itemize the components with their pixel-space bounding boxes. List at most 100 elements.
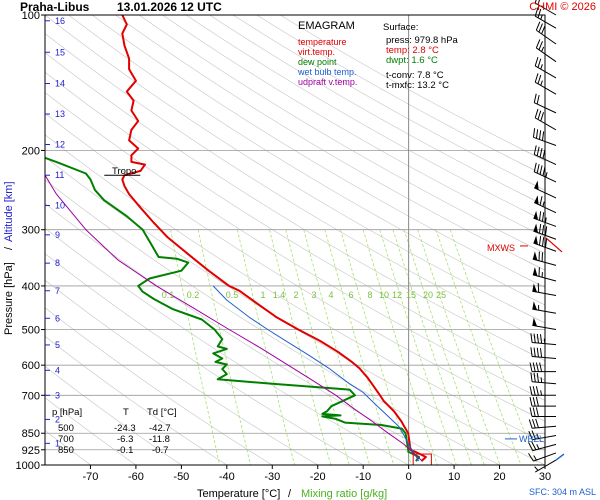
- altitude-tick-label: 6: [55, 313, 60, 323]
- temperature-tick-label: 0: [406, 471, 412, 483]
- wind-barb-feather: [534, 73, 539, 83]
- wind-barb-pennant: [532, 251, 538, 261]
- wind-barb: [532, 283, 557, 296]
- temperature-tick-label: -20: [310, 471, 326, 483]
- wind-barb-feather: [536, 164, 540, 174]
- mixing-ratio-line: [379, 229, 457, 465]
- wind-barb: [534, 57, 557, 79]
- wind-barb-feather: [536, 94, 540, 105]
- mixing-ratio-line: [197, 229, 251, 465]
- wind-barb-feather: [532, 386, 536, 396]
- legend-temperature: temperature: [298, 37, 347, 47]
- mxws-label: MXWS: [487, 243, 515, 253]
- wind-barb-feather: [541, 225, 545, 235]
- wind-barb-half-feather: [545, 172, 548, 178]
- mixing-ratio-line: [269, 229, 332, 465]
- mixing-ratio-label: 10: [379, 290, 389, 300]
- wind-barb-feather: [536, 347, 539, 358]
- legend-updraft: udpraft v.temp.: [298, 77, 357, 87]
- table-header-td: Td [°C]: [147, 407, 177, 418]
- pressure-tick-label: 400: [22, 281, 40, 293]
- wind-barb-feather: [534, 0, 537, 4]
- dry-adiabat-line: [45, 71, 545, 381]
- dry-adiabat-line: [45, 134, 545, 444]
- wind-barb-feather: [537, 8, 542, 18]
- wind-barb: [532, 251, 557, 266]
- legend-wet-bulb: wet bulb temp.: [297, 67, 357, 77]
- table-cell: -0.7: [152, 445, 168, 456]
- wind-barb-half-feather: [541, 46, 545, 52]
- station-title: Praha-Libus: [20, 0, 90, 14]
- dry-adiabat-line: [280, 15, 545, 162]
- wind-barb-staff: [532, 381, 557, 385]
- wind-barb-feather: [535, 397, 539, 407]
- wind-barb-feather: [528, 453, 534, 462]
- wind-barb-half-feather: [540, 14, 543, 20]
- mixing-ratio-label: 8: [367, 290, 372, 300]
- wind-barb-staff: [532, 443, 557, 452]
- wind-barb-feather: [537, 0, 540, 5]
- wind-barb: [529, 386, 556, 396]
- mixing-ratio-line: [237, 229, 295, 465]
- pressure-tick-label: 100: [22, 10, 40, 22]
- wind-barb-feather: [539, 196, 543, 206]
- table-cell: -11.8: [149, 434, 170, 445]
- temperature-tick-label: -10: [355, 471, 371, 483]
- wind-barb-feather: [534, 7, 539, 17]
- wind-barb-feather: [534, 108, 539, 119]
- wind-barb: [530, 333, 557, 346]
- y-axis-label-separator: /: [3, 246, 15, 250]
- wind-barb-feather: [532, 407, 536, 417]
- wind-barb-feather: [541, 212, 545, 222]
- series-line-temperature: [121, 15, 427, 462]
- wind-barb-feather: [532, 419, 536, 429]
- pressure-tick-label: 200: [22, 145, 40, 157]
- grid-layer: [45, 15, 545, 465]
- wind-barb-pennant: [533, 223, 538, 233]
- wind-barb-feather: [536, 146, 540, 156]
- wind-barb-staff: [534, 65, 557, 79]
- series-layer: [45, 15, 432, 465]
- wind-barb-feather: [538, 23, 543, 33]
- pressure-tick-label: 850: [22, 428, 40, 440]
- wind-barb: [534, 108, 557, 131]
- wind-barb-staff: [534, 81, 557, 95]
- wind-barb-staff: [534, 117, 557, 131]
- dry-adiabat-line: [45, 112, 545, 422]
- wind-barb-feather: [535, 39, 541, 49]
- altitude-tick-label: 8: [55, 258, 60, 268]
- wind-barb-feather: [536, 373, 539, 383]
- wind-barb: [530, 347, 557, 360]
- wind-barb-staff: [533, 452, 557, 462]
- dry-adiabat-line: [45, 279, 318, 465]
- wind-barb-half-feather: [540, 377, 543, 383]
- wind-barb-half-feather: [542, 201, 545, 207]
- table-cell: -0.1: [117, 445, 133, 456]
- wind-barb-feather: [544, 238, 548, 248]
- altitude-tick-label: 11: [55, 170, 64, 180]
- wind-barb-feather: [538, 236, 542, 246]
- y-axis-label-altitude: Altitude [km]: [3, 181, 15, 242]
- legend-dew-point: dew point: [298, 57, 337, 67]
- wind-barb: [532, 317, 557, 331]
- altitude-tick-label: 4: [55, 365, 60, 375]
- series-line-dew-point: [45, 156, 421, 462]
- legend-virt-temp: virt.temp.: [298, 47, 335, 57]
- table-cell: 500: [58, 423, 74, 434]
- table-header-t: T: [123, 407, 129, 418]
- dry-adiabat-line: [45, 92, 545, 401]
- mixing-ratio-label: 0.2: [187, 290, 200, 300]
- wind-barb: [532, 301, 557, 314]
- wind-barb-feather: [536, 333, 539, 344]
- wind-barb-feather: [532, 397, 536, 407]
- wind-barb: [534, 195, 557, 214]
- wind-barb: [530, 372, 557, 385]
- wind-barb-feather: [533, 347, 536, 357]
- wind-barb-staff: [532, 425, 557, 429]
- wind-barb-pennant: [533, 210, 538, 220]
- wind-barb-staff: [534, 2, 557, 16]
- wind-barb: [534, 180, 557, 199]
- level-table: p [hPa] T Td [°C] 500 -24.3 -42.7 700 -6…: [52, 407, 177, 456]
- wind-barb-half-feather: [533, 455, 537, 461]
- wind-barb-pennant: [533, 235, 538, 245]
